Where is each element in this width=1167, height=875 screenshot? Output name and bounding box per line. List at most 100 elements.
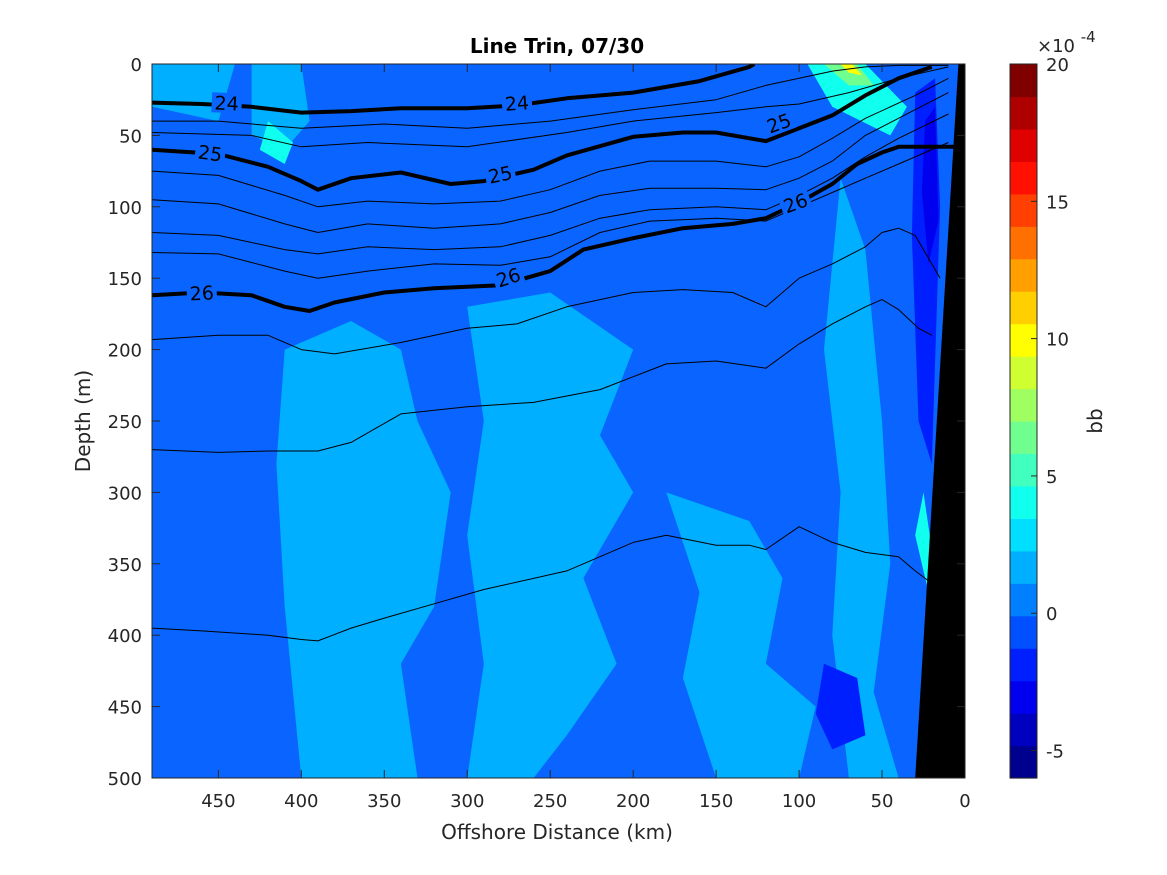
- y-tick-label: 100: [108, 198, 142, 219]
- contour-line-25: [152, 65, 933, 192]
- colorbar-band: [1010, 518, 1037, 552]
- isopycnal-contours: [152, 64, 959, 642]
- y-tick-label: 300: [108, 483, 142, 504]
- field-patch: [840, 64, 863, 76]
- contour-line-26: [152, 144, 959, 313]
- colorbar-band: [1010, 583, 1037, 617]
- field-patch: [259, 121, 293, 164]
- contour-label-text: 25: [486, 162, 514, 189]
- y-tick-label: 200: [108, 341, 142, 362]
- colorbar-band: [1010, 453, 1037, 487]
- colorbar-band: [1010, 323, 1037, 357]
- contour-label: 25: [483, 161, 517, 189]
- contour-line: [152, 526, 929, 642]
- contour-line: [152, 113, 949, 255]
- colorbar-band: [1010, 485, 1037, 519]
- x-tick-label: 200: [616, 791, 650, 812]
- x-tick-label: 150: [699, 791, 733, 812]
- colorbar-band: [1010, 193, 1037, 227]
- x-tick-label: 300: [450, 791, 484, 812]
- x-tick-label: 450: [201, 791, 235, 812]
- colorbar-tick-label: 15: [1046, 192, 1069, 213]
- colorbar-label: bb: [1083, 408, 1107, 433]
- contour-label: 25: [193, 141, 227, 167]
- contour-label-text: 24: [504, 92, 530, 116]
- colorbar-exponent-power: -4: [1081, 28, 1096, 46]
- colorbar-frame: [1009, 63, 1038, 779]
- contour-label-bg: [211, 92, 243, 114]
- y-tick-label: 450: [108, 698, 142, 719]
- colorbar: [1010, 64, 1037, 779]
- contour-line: [152, 142, 949, 279]
- contour-label-text: 26: [189, 282, 214, 305]
- contour-label-bg: [777, 188, 813, 218]
- field-patch: [824, 64, 874, 86]
- colorbar-band: [1010, 161, 1037, 195]
- colorbar-tick-label: -5: [1046, 742, 1064, 763]
- colorbar-band: [1010, 648, 1037, 682]
- y-tick-label: 250: [108, 412, 142, 433]
- contour-label-bg: [483, 161, 517, 188]
- x-tick-label: 350: [367, 791, 401, 812]
- colorbar-band: [1010, 226, 1037, 260]
- y-tick-label: 50: [119, 126, 142, 147]
- colorbar-tick-label: 20: [1046, 55, 1069, 76]
- contour-label-bg: [193, 141, 227, 166]
- colorbar-band: [1010, 388, 1037, 422]
- colorbar-band: [1010, 745, 1037, 779]
- colorbar-band: [1010, 356, 1037, 390]
- colorbar-band: [1010, 680, 1037, 714]
- contour-label: 26: [186, 282, 218, 306]
- contour-label-bg: [491, 263, 526, 292]
- y-tick-label: 400: [108, 626, 142, 647]
- colorbar-band: [1010, 550, 1037, 584]
- chart-title: Line Trin, 07/30: [470, 34, 644, 58]
- y-axis-label: Depth (m): [71, 370, 95, 472]
- colorbar-band: [1010, 64, 1037, 98]
- x-axis-label: Offshore Distance (km): [441, 820, 673, 844]
- field-patches: [152, 64, 941, 778]
- contour-line: [152, 227, 941, 355]
- plot-area: [152, 64, 965, 778]
- field-patch: [815, 663, 866, 750]
- y-tick-label: 0: [131, 55, 142, 76]
- x-tick-label: 250: [533, 791, 567, 812]
- colorbar-band: [1010, 291, 1037, 325]
- contour-label-bg: [186, 282, 218, 304]
- colorbar-band: [1010, 128, 1037, 162]
- x-tick-label: 400: [284, 791, 318, 812]
- contour-label-text: 25: [197, 141, 224, 166]
- x-axis-ticks: 450 400 350 300 250 200 150 100 50 0: [201, 64, 971, 812]
- x-tick-label: 0: [959, 791, 970, 812]
- contour-line: [152, 92, 949, 233]
- colorbar-tick-label: 5: [1046, 467, 1057, 488]
- continental-shelf: [915, 64, 965, 778]
- colorbar-band: [1010, 615, 1037, 649]
- x-tick-label: 100: [782, 791, 816, 812]
- colorbar-ticks: -5 0 5 10 15 20: [1031, 55, 1069, 763]
- colorbar-band: [1010, 258, 1037, 292]
- field-patch: [915, 492, 932, 593]
- colorbar-tick-label: 0: [1046, 604, 1057, 625]
- colorbar-tick-label: 10: [1046, 330, 1069, 351]
- contour-label-text: 24: [214, 92, 239, 115]
- x-tick-label: 50: [871, 791, 894, 812]
- colorbar-band: [1010, 713, 1037, 747]
- contour-line: [152, 299, 933, 453]
- contour-label-bg: [501, 91, 533, 115]
- field-patch: [467, 292, 634, 778]
- y-tick-label: 500: [108, 769, 142, 790]
- colorbar-exponent-base: ×10: [1037, 36, 1075, 57]
- y-tick-label: 150: [108, 269, 142, 290]
- colorbar-band: [1010, 96, 1037, 130]
- contour-label: 24: [501, 91, 533, 116]
- colorbar-exponent: ×10 -4: [1037, 28, 1096, 57]
- contour-label-bg: [761, 108, 797, 138]
- contour-line: [152, 77, 949, 208]
- y-tick-label: 350: [108, 555, 142, 576]
- field-patch: [276, 321, 451, 778]
- colorbar-band: [1010, 421, 1037, 455]
- field-patch: [824, 178, 899, 778]
